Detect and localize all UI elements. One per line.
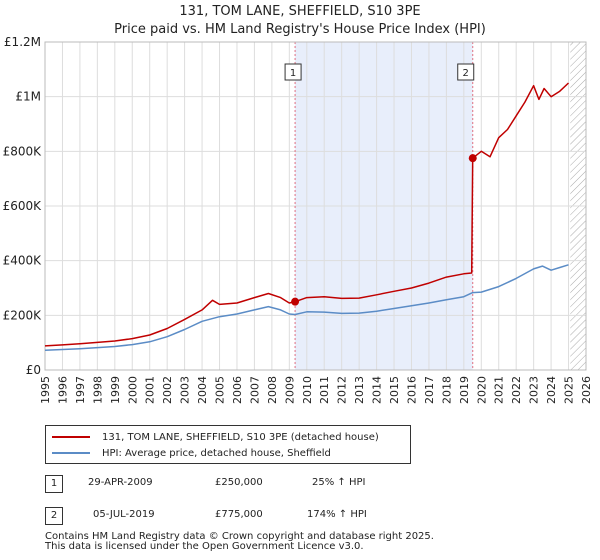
y-tick-label: £600K (3, 199, 43, 213)
x-tick-label: 2024 (545, 376, 558, 404)
sale-hpi-2: 174% ↑ HPI (307, 509, 367, 520)
x-tick-label: 1997 (74, 376, 87, 404)
sale-marker-1 (291, 297, 300, 306)
chart-title: 131, TOM LANE, SHEFFIELD, S10 3PE (179, 4, 421, 19)
x-tick-label: 2013 (353, 376, 366, 404)
sale-price-2: £775,000 (215, 509, 263, 520)
x-tick-label: 2009 (283, 376, 296, 404)
legend-swatch-property (52, 436, 90, 438)
x-tick-label: 2022 (510, 376, 523, 404)
x-tick-label: 2004 (196, 376, 209, 404)
sale-badge-2 (457, 63, 475, 81)
plot-border (44, 41, 587, 371)
y-tick-label: £1.2M (4, 35, 41, 49)
x-tick-label: 2000 (126, 376, 139, 404)
sale-date-2: 05-JUL-2019 (93, 509, 155, 520)
sale-price-1: £250,000 (215, 477, 263, 488)
x-tick-label: 2012 (336, 376, 349, 404)
x-tick-label: 2018 (440, 376, 453, 404)
x-tick-label: 2026 (580, 376, 593, 404)
legend-item-hpi: HPI: Average price, detached house, Shef… (52, 446, 331, 460)
y-tick-label: £800K (3, 144, 43, 158)
hpi-line (44, 264, 569, 352)
footer-text: Contains HM Land Registry data © Crown c… (45, 532, 434, 552)
y-tick-label: £0 (26, 363, 41, 377)
sale-hpi-1: 25% ↑ HPI (312, 477, 366, 488)
x-tick-label: 2011 (318, 376, 331, 404)
price-chart: £0 £200K £400K £600K £800K £1M £1.2M 1995 1996 19… (3, 35, 593, 404)
legend-swatch-hpi (52, 452, 90, 454)
x-tick-label: 2019 (458, 376, 471, 404)
x-tick-label: 2008 (266, 376, 279, 404)
sale-number-1: 1 (45, 475, 63, 493)
sale-number-2: 2 (45, 507, 63, 525)
sale-marker-2 (468, 154, 477, 163)
x-tick-label: 2005 (214, 376, 227, 404)
x-tick-label: 2001 (144, 376, 157, 404)
x-tick-label: 2010 (301, 376, 314, 404)
x-tick-label: 2002 (161, 376, 174, 404)
x-tick-label: 1998 (91, 376, 104, 404)
legend-label-property: 131, TOM LANE, SHEFFIELD, S10 3PE (detac… (102, 431, 379, 443)
sale-badge-label-1: 1 (290, 68, 296, 79)
property-price-line (44, 82, 570, 347)
footer-line-2: This data is licensed under the Open Gov… (45, 541, 364, 552)
x-tick-label: 2007 (248, 376, 261, 404)
x-tick-label: 2021 (493, 376, 506, 404)
sale-badge-1 (284, 63, 302, 81)
x-tick-label: 1996 (56, 376, 69, 404)
y-tick-label: £400K (3, 254, 43, 268)
legend-item-property: 131, TOM LANE, SHEFFIELD, S10 3PE (detac… (52, 430, 379, 444)
x-tick-label: 2003 (179, 376, 192, 404)
sale-date-1: 29-APR-2009 (88, 477, 153, 488)
x-tick-label: 2015 (388, 376, 401, 404)
x-tick-label: 2020 (475, 376, 488, 404)
footer-line-1: Contains HM Land Registry data © Crown c… (45, 531, 434, 542)
x-tick-label: 2025 (563, 376, 576, 404)
chart-subtitle: Price paid vs. HM Land Registry's House … (114, 22, 486, 37)
sale-badge-label-2: 2 (463, 68, 469, 79)
y-tick-label: £200K (3, 308, 43, 322)
x-tick-label: 1999 (109, 376, 122, 404)
y-tick-label: £1M (15, 90, 41, 104)
x-tick-label: 2014 (371, 376, 384, 404)
x-tick-label: 2006 (231, 376, 244, 404)
x-tick-label: 2023 (528, 376, 541, 404)
x-tick-label: 2016 (405, 376, 418, 404)
legend-label-hpi: HPI: Average price, detached house, Shef… (102, 447, 331, 459)
x-tick-label: 2017 (423, 376, 436, 404)
chart-legend: 131, TOM LANE, SHEFFIELD, S10 3PE (detac… (45, 425, 411, 464)
x-tick-label: 1995 (39, 376, 52, 404)
